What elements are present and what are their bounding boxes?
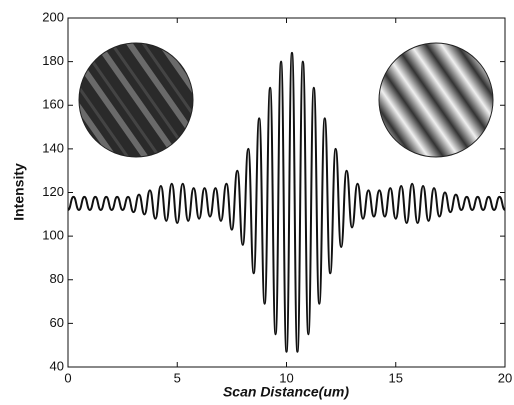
x-tick-label: 20 [498,370,512,385]
y-tick-label: 100 [42,228,64,243]
x-tick-label: 10 [279,370,293,385]
y-tick-label: 140 [42,140,64,155]
y-tick-label: 40 [50,358,64,373]
chart: Scan Distance(um) Intensity 406080100120… [0,0,514,405]
y-tick-label: 180 [42,53,64,68]
inset-left [79,43,193,157]
y-tick-label: 200 [42,9,64,24]
x-tick-label: 0 [64,370,71,385]
x-axis-label: Scan Distance(um) [223,384,349,400]
y-tick-label: 160 [42,97,64,112]
y-tick-label: 120 [42,184,64,199]
inset-right [379,43,493,157]
y-axis-label: Intensity [11,163,27,221]
y-tick-label: 80 [50,271,64,286]
y-tick-label: 60 [50,315,64,330]
x-tick-label: 15 [389,370,403,385]
x-tick-label: 5 [174,370,181,385]
